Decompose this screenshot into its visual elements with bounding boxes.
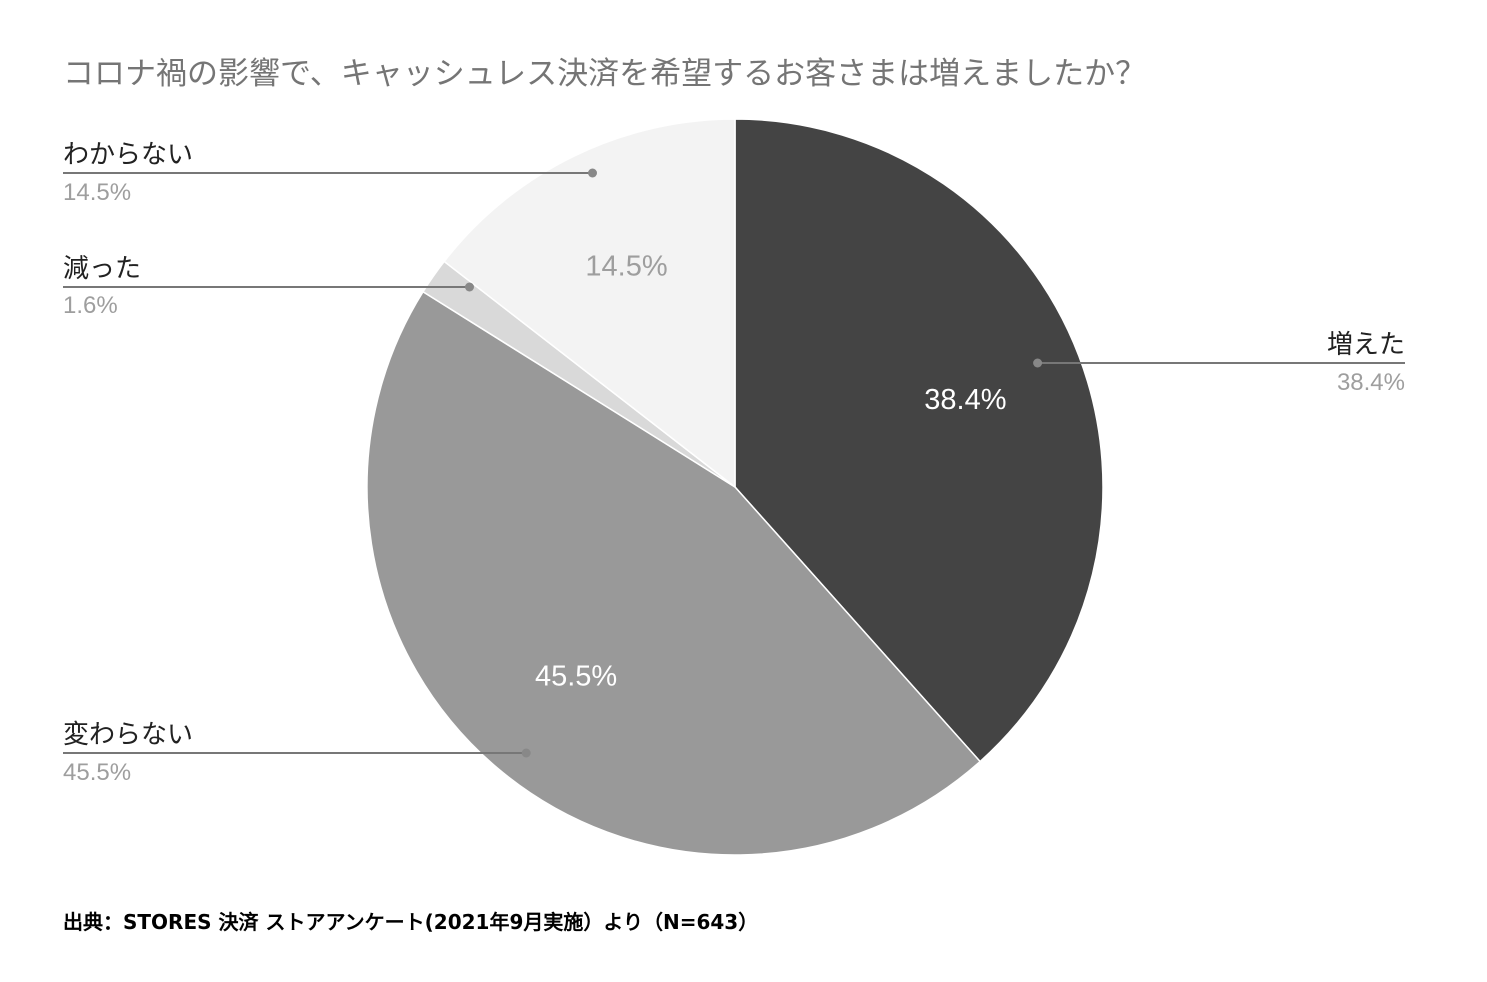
pie-slices [366, 118, 1104, 856]
slice-4-wedge [443, 118, 736, 489]
slice-2-wedge [366, 290, 982, 856]
slice-labels: 38.4% 45.5% 14.5% [535, 251, 1007, 693]
chart-title: コロナ禍の影響で、キャッシュレス決済を希望するお客さまは増えましたか？ [63, 56, 1146, 92]
slice-1-percent-label: 38.4% [924, 384, 1006, 416]
slice-2-legend-value: 45.5% [63, 759, 131, 786]
slice-2-percent-label: 45.5% [535, 661, 617, 693]
slice-2-legend-name: 変わらない [63, 720, 193, 750]
slice-1-callout-dot [1033, 358, 1043, 368]
slice-3-callout-dot [465, 282, 474, 292]
slice-1-wedge [734, 118, 1104, 763]
slice-1-legend-value: 38.4% [1337, 369, 1405, 396]
slice-4-legend-value: 14.5% [63, 179, 131, 206]
slice-4-callout-dot [588, 168, 597, 178]
slice-2-callout-dot [521, 748, 531, 758]
source-note: 出典：STORES 決済 ストアアンケート(2021年9月実施）より（N=643… [63, 910, 758, 934]
slice-3-legend-value: 1.6% [63, 292, 118, 319]
slice-1-legend-name: 増えた [1327, 330, 1405, 360]
slice-3-legend-name: 減った [63, 254, 141, 284]
slice-4-percent-label: 14.5% [585, 251, 667, 283]
slice-4-legend-name: わからない [63, 140, 193, 170]
callout-legend: 増えた 38.4% 変わらない 45.5% 減った 1.6% わからない 14.5% [63, 140, 1405, 786]
